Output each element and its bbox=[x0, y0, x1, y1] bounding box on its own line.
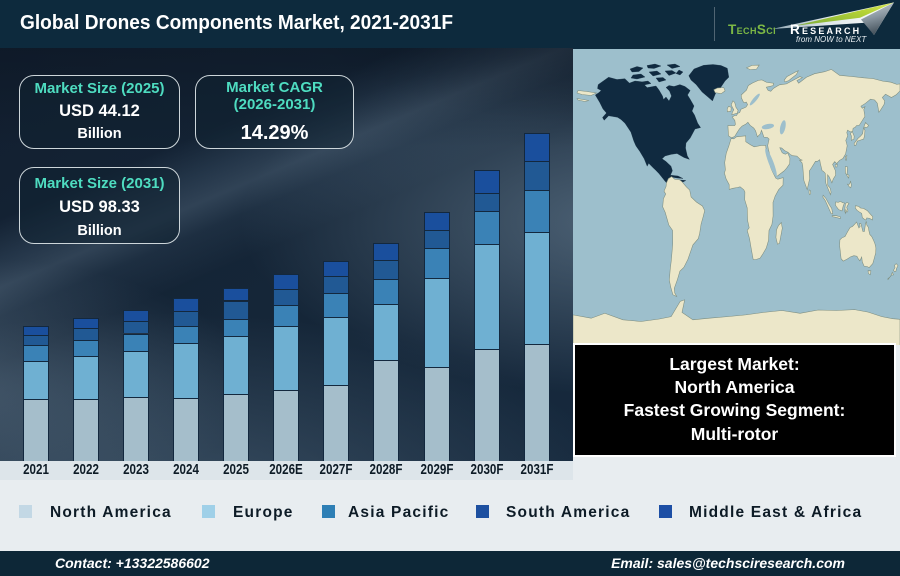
svg-text:from NOW to NEXT: from NOW to NEXT bbox=[796, 35, 867, 44]
svg-text:Research: Research bbox=[790, 22, 861, 37]
svg-text:TechSci: TechSci bbox=[728, 22, 776, 37]
